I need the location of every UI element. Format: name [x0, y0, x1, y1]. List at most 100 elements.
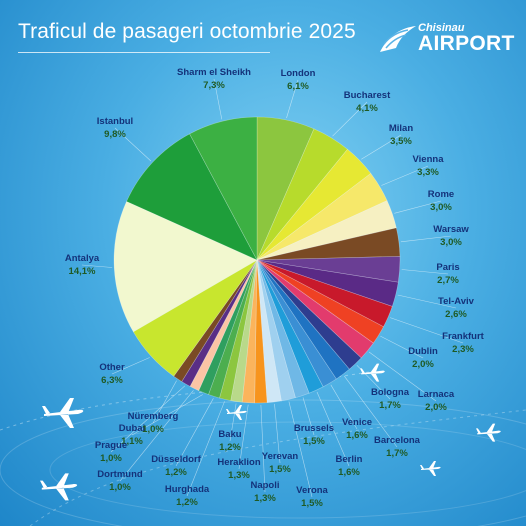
slice-label-value: 1,1% — [121, 436, 143, 447]
airplane-icon — [360, 363, 385, 382]
pie-slice-bologna — [256, 259, 362, 370]
leader-line — [390, 317, 464, 344]
pie-slice-dublin — [256, 259, 384, 344]
slice-label-name: Heraklion — [217, 457, 260, 468]
airplane-icon — [42, 398, 84, 428]
slice-label-name: Bucharest — [344, 90, 391, 101]
slice-label-name: Other — [99, 362, 125, 373]
leader-line — [302, 397, 315, 436]
slice-label-name: Barcelona — [374, 435, 421, 446]
leader-line — [332, 101, 368, 137]
pie-slice-d-sseldorf — [208, 259, 258, 399]
leader-line — [394, 200, 442, 214]
airport-logo: Chisinau AIRPORT — [378, 22, 514, 56]
slice-label-name: Düsseldorf — [151, 454, 201, 465]
slice-label-name: Dubai — [119, 423, 145, 434]
slice-label-value: 6,1% — [287, 81, 309, 92]
logo-airport: AIRPORT — [418, 32, 515, 55]
slice-label-name: Venice — [342, 417, 372, 428]
leader-line — [260, 404, 266, 493]
chart-title: Traficul de pasageri octombrie 2025 — [18, 20, 356, 43]
slice-label-value: 3,0% — [440, 237, 462, 248]
slice-label-value: 2,0% — [425, 402, 447, 413]
leader-line — [274, 403, 281, 464]
pie-slice-milan — [256, 148, 372, 261]
pie-slice-sharm-el-sheikh — [189, 116, 258, 261]
slice-label-value: 1,0% — [109, 482, 131, 493]
slice-label-name: Sharm el Sheikh — [177, 67, 251, 78]
leader-line — [238, 404, 249, 470]
pie-slice-istanbul — [126, 133, 258, 261]
slice-label-name: Dortmund — [97, 469, 143, 480]
leader-line — [368, 351, 437, 402]
slice-label-value: 1,7% — [379, 400, 401, 411]
slice-label-value: 2,7% — [437, 275, 459, 286]
slice-label-name: Paris — [436, 262, 459, 273]
pie-slice-larnaca — [256, 259, 374, 359]
leader-line — [131, 394, 203, 436]
pie-slice-antalya — [113, 201, 258, 333]
slice-label-name: Larnaca — [418, 389, 455, 400]
pie-slice-yerevan — [256, 259, 282, 403]
slice-label-value: 1,0% — [100, 453, 122, 464]
slice-label-value: 1,2% — [176, 497, 198, 508]
slice-label-name: Dublin — [408, 346, 438, 357]
slice-label-name: Rome — [428, 189, 454, 200]
airplane-icon — [226, 405, 247, 420]
leader-line — [286, 79, 299, 119]
pie-slice-venice — [256, 259, 337, 388]
slice-label-name: Vienna — [413, 154, 445, 165]
slice-label-name: Antalya — [65, 253, 100, 264]
slice-label-name: Baku — [218, 429, 241, 440]
leader-line — [114, 127, 152, 162]
leader-line — [111, 357, 150, 375]
wing-icon — [380, 26, 416, 52]
slice-label-name: Bologna — [371, 387, 410, 398]
airplane-icon — [476, 423, 501, 442]
pie-slice-n-remberg — [173, 259, 258, 382]
pie-slice-baku — [230, 259, 258, 403]
slice-label-value: 3,5% — [390, 136, 412, 147]
slice-label-value: 1,5% — [301, 498, 323, 509]
leader-line — [229, 403, 237, 442]
slice-label-value: 4,1% — [356, 103, 378, 114]
slice-label-value: 1,5% — [269, 464, 291, 475]
slice-label-name: Brussels — [294, 423, 334, 434]
leader-line — [119, 390, 194, 482]
pie-slice-rome — [256, 200, 397, 261]
slice-label-name: Verona — [296, 485, 328, 496]
pie-slice-barcelona — [256, 259, 350, 380]
slice-label-value: 9,8% — [104, 129, 126, 140]
pie-slice-warsaw — [256, 227, 401, 261]
leader-line — [175, 398, 214, 467]
leader-line — [361, 134, 402, 160]
pie-slice-other — [132, 259, 258, 377]
leader-line — [81, 264, 113, 268]
pie-slice-heraklion — [241, 259, 258, 404]
slice-label-name: Nüremberg — [128, 411, 179, 422]
plane-decor — [40, 363, 501, 501]
leader-line — [110, 385, 186, 453]
slice-label-value: 1,2% — [165, 467, 187, 478]
pie-slice-brussels — [256, 259, 310, 399]
pie-slice-dubai — [198, 259, 258, 395]
slice-label-name: Milan — [389, 123, 413, 134]
slice-label-name: Berlin — [336, 454, 363, 465]
slice-label-value: 1,2% — [219, 442, 241, 453]
title-divider — [18, 52, 270, 53]
leader-line — [381, 165, 429, 186]
leader-line — [316, 391, 350, 467]
pie-slice-hurghada — [219, 259, 258, 401]
leader-line — [401, 269, 449, 275]
leader-line — [213, 78, 223, 120]
slice-label-name: Tel-Aviv — [438, 296, 475, 307]
leader-line — [397, 294, 457, 309]
pie-slice-bucharest — [256, 128, 348, 261]
pie-slice-dortmund — [189, 259, 258, 391]
slice-label-value: 3,3% — [417, 167, 439, 178]
airplane-icon — [420, 461, 441, 476]
slice-label-value: 1,6% — [346, 430, 368, 441]
slice-label-value: 14,1% — [69, 266, 96, 277]
slice-label-name: Hurghada — [165, 484, 210, 495]
